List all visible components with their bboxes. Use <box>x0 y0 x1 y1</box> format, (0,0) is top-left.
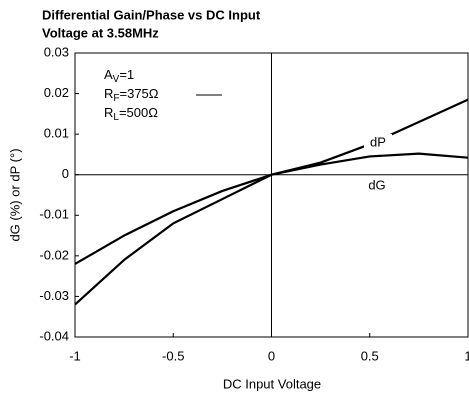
y-tick-label: 0 <box>62 166 69 181</box>
y-tick-label: 0.03 <box>44 44 69 59</box>
chart-title: Voltage at 3.58MHz <box>42 25 159 40</box>
y-tick-label: -0.02 <box>39 247 69 262</box>
annotation-text: R <box>104 105 113 120</box>
x-tick-label: 0.5 <box>361 348 379 363</box>
x-tick-label: 0 <box>268 348 275 363</box>
annotation-text: =1 <box>119 67 134 82</box>
y-tick-label: 0.01 <box>44 126 69 141</box>
x-tick-label: -1 <box>69 348 81 363</box>
series-label: dG <box>368 177 385 192</box>
annotation-subscript: L <box>113 112 119 123</box>
y-tick-label: 0.02 <box>44 85 69 100</box>
y-axis-label: dG (%) or dP (°) <box>7 148 22 241</box>
chart-title: Differential Gain/Phase vs DC Input <box>42 7 261 22</box>
x-tick-label: 1 <box>464 348 469 363</box>
annotation-text: R <box>104 86 113 101</box>
y-tick-label: -0.04 <box>39 328 69 343</box>
annotation: RL=500Ω <box>104 105 158 122</box>
annotation: RF=375Ω <box>104 86 159 103</box>
annotation-box <box>98 64 196 126</box>
x-tick-label: -0.5 <box>162 348 184 363</box>
x-axis-label: DC Input Voltage <box>223 376 321 391</box>
y-tick-label: -0.01 <box>39 207 69 222</box>
annotation-subscript: V <box>113 74 120 85</box>
annotation-text: =375Ω <box>120 86 159 101</box>
label-bg <box>364 134 392 152</box>
annotation-subscript: F <box>113 93 119 104</box>
y-tick-label: -0.03 <box>39 288 69 303</box>
annotation-text: A <box>104 67 113 82</box>
annotation-text: =500Ω <box>119 105 158 120</box>
label-bg <box>363 177 391 195</box>
data-line <box>74 152 469 306</box>
series-label: dP <box>370 134 386 149</box>
annotation: AV=1 <box>104 67 134 84</box>
